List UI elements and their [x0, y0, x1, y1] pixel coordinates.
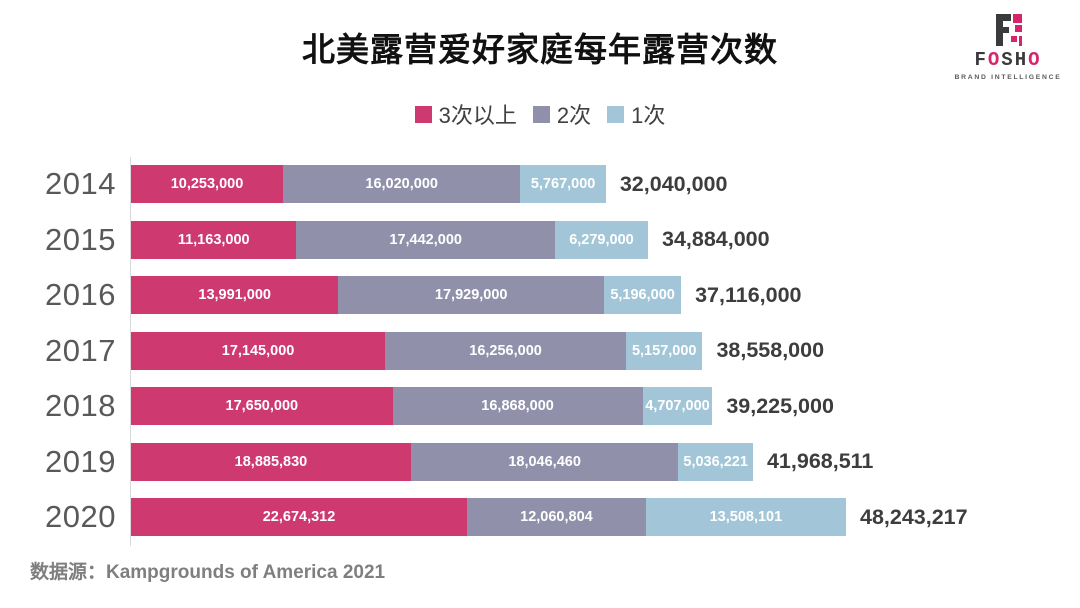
bar-row: 2015 11,163,000 17,442,000 6,279,000 34,884,…	[30, 220, 968, 259]
segment-value-label: 5,157,000	[631, 342, 697, 359]
legend-swatch-icon	[414, 105, 432, 123]
total-label: 39,225,000	[726, 393, 834, 418]
total-label: 48,243,217	[859, 504, 968, 529]
bar-segment: 18,046,460	[410, 442, 679, 481]
total-label: 34,884,000	[661, 227, 770, 251]
bar-segment: 6,279,000	[554, 220, 648, 259]
segment-value-label: 5,767,000	[530, 176, 596, 192]
total-label: 32,040,000	[619, 171, 728, 196]
bar-row: 2017 17,145,000 16,256,000 5,157,000 38,558,…	[30, 331, 968, 370]
segment-value-label: 16,868,000	[481, 398, 554, 414]
logo-tagline: BRAND INTELLIGENCE	[954, 73, 1062, 81]
bar-segment: 17,145,000	[131, 331, 386, 370]
bar-segment: 13,991,000	[131, 276, 339, 314]
legend-label: 2次	[556, 103, 592, 128]
bar-row: 2018 17,650,000 16,868,000 4,707,000 39,225,…	[30, 387, 968, 425]
total-label: 37,116,000	[695, 282, 802, 307]
segment-value-label: 16,020,000	[365, 176, 438, 192]
bar-segment: 5,036,221	[678, 442, 753, 481]
segment-value-label: 4,707,000	[645, 398, 710, 414]
logo: FOSHO BRAND INTELLIGENCE	[950, 12, 1066, 81]
segment-value-label: 13,991,000	[198, 287, 271, 303]
segment-value-label: 18,885,830	[234, 453, 308, 470]
total-label: 38,558,000	[716, 338, 825, 362]
total-label: 41,968,511	[766, 449, 874, 473]
bar-segment: 17,650,000	[131, 387, 393, 425]
segment-value-label: 11,163,000	[177, 231, 250, 248]
bar-segment: 4,707,000	[642, 387, 713, 425]
logo-mark-icon	[996, 14, 1022, 46]
bar-segment: 16,256,000	[385, 331, 627, 370]
bar-stack: 11,163,000 17,442,000 6,279,000	[131, 220, 648, 259]
bar-row: 2020 22,674,312 12,060,804 13,508,101 48,243…	[30, 498, 968, 536]
year-label: 2018	[45, 388, 116, 423]
page-title: 北美露营爱好家庭每年露营次数	[302, 31, 778, 68]
bar-segment: 18,885,830	[131, 442, 411, 481]
segment-value-label: 12,060,804	[520, 509, 593, 525]
bar-segment: 17,442,000	[296, 220, 555, 259]
legend-swatch-icon	[532, 105, 550, 123]
bar-stack: 18,885,830 18,046,460 5,036,221	[131, 442, 753, 481]
logo-letter: O	[987, 49, 1002, 71]
segment-value-label: 17,442,000	[389, 231, 462, 248]
segment-value-label: 16,256,000	[469, 342, 542, 359]
axis-line	[130, 157, 131, 546]
bar-segment: 16,868,000	[392, 387, 643, 425]
bar-row: 2019 18,885,830 18,046,460 5,036,221 41,968,…	[30, 442, 968, 481]
bar-stack: 22,674,312 12,060,804 13,508,101	[131, 498, 846, 536]
year-label: 2017	[45, 332, 116, 368]
logo-wordmark: FOSHO	[950, 50, 1066, 71]
bar-segment: 11,163,000	[131, 220, 297, 259]
bar-stack: 10,253,000 16,020,000 5,767,000	[131, 165, 606, 203]
logo-letter: S	[1001, 49, 1015, 71]
bar-segment: 17,929,000	[338, 276, 605, 314]
bar-segment: 13,508,101	[645, 498, 846, 536]
bar-segment: 22,674,312	[131, 498, 468, 536]
segment-value-label: 17,650,000	[225, 398, 299, 414]
legend-label: 3次以上	[438, 103, 517, 128]
bar-row: 2016 13,991,000 17,929,000 5,196,000 37,116,…	[30, 276, 968, 314]
segment-value-label: 22,674,312	[262, 509, 336, 525]
logo-letter: H	[1014, 49, 1029, 71]
segment-value-label: 13,508,101	[709, 509, 783, 525]
legend: 3次以上 2次 1次	[0, 98, 1080, 130]
year-label: 2019	[45, 443, 116, 479]
legend-item-3: 1次	[607, 98, 665, 130]
bar-row: 2014 10,253,000 16,020,000 5,767,000 32,040,…	[30, 165, 968, 203]
legend-label: 1次	[631, 103, 666, 128]
bar-segment: 12,060,804	[467, 498, 646, 536]
segment-value-label: 6,279,000	[569, 231, 634, 248]
logo-letter: F	[974, 49, 988, 71]
year-label: 2015	[45, 221, 116, 257]
bar-stack: 13,991,000 17,929,000 5,196,000	[131, 276, 682, 314]
segment-value-label: 17,145,000	[221, 342, 295, 359]
segment-value-label: 17,929,000	[434, 287, 508, 303]
source-note: 数据源：Kampgrounds of America 2021	[30, 562, 386, 583]
bar-segment: 5,157,000	[626, 331, 703, 370]
legend-item-2: 2次	[532, 98, 592, 130]
segment-value-label: 5,196,000	[610, 287, 675, 303]
bar-segment: 10,253,000	[131, 165, 283, 203]
segment-value-label: 10,253,000	[170, 176, 244, 192]
segment-value-label: 18,046,460	[508, 453, 581, 470]
year-label: 2014	[45, 166, 116, 201]
year-label: 2016	[45, 277, 116, 312]
bar-segment: 16,020,000	[282, 165, 521, 203]
bar-segment: 5,196,000	[604, 276, 682, 314]
legend-item-1: 3次以上	[414, 98, 517, 130]
logo-letter: O	[1028, 49, 1042, 71]
bar-segment: 5,767,000	[520, 165, 606, 203]
legend-swatch-icon	[607, 105, 625, 123]
bar-stack: 17,650,000 16,868,000 4,707,000	[131, 387, 713, 425]
bar-stack: 17,145,000 16,256,000 5,157,000	[131, 331, 703, 370]
stacked-bar-chart: 2014 10,253,000 16,020,000 5,767,000 32,040,…	[30, 165, 968, 554]
segment-value-label: 5,036,221	[683, 453, 748, 470]
year-label: 2020	[45, 499, 116, 534]
